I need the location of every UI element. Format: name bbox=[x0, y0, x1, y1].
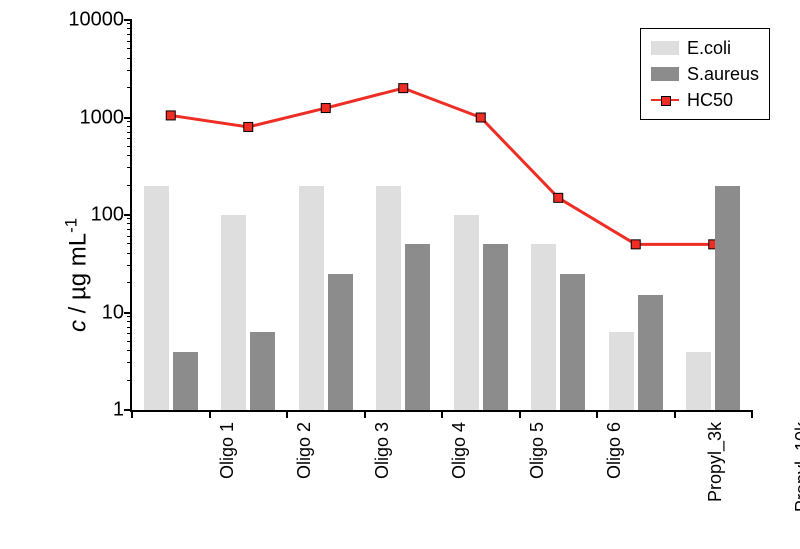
x-tick bbox=[286, 410, 288, 418]
hc50-marker bbox=[399, 84, 408, 93]
x-category-label: Oligo 6 bbox=[604, 422, 625, 479]
y-minor-tick bbox=[127, 23, 132, 24]
bar-saureus bbox=[173, 352, 198, 410]
bar-saureus bbox=[250, 332, 275, 410]
bar-saureus bbox=[715, 186, 740, 410]
y-minor-tick bbox=[127, 316, 132, 317]
x-category-label: Propyl_10k bbox=[792, 422, 800, 512]
y-minor-tick bbox=[127, 155, 132, 156]
hc50-marker bbox=[166, 111, 175, 120]
chart-container: c / µg mL-1 110100100010000 E.coliS.aure… bbox=[0, 0, 800, 549]
x-tick bbox=[596, 410, 598, 418]
x-category-label: Oligo 5 bbox=[527, 422, 548, 479]
legend-item-ecoli: E.coli bbox=[651, 35, 759, 61]
y-minor-tick bbox=[127, 321, 132, 322]
x-category-label: Propyl_3k bbox=[705, 422, 726, 502]
y-minor-tick bbox=[127, 243, 132, 244]
y-tick-label: 1 bbox=[113, 399, 132, 422]
y-minor-tick bbox=[127, 341, 132, 342]
legend-swatch bbox=[651, 41, 679, 55]
x-tick bbox=[209, 410, 211, 418]
y-minor-tick bbox=[127, 350, 132, 351]
y-tick-label: 1000 bbox=[80, 106, 133, 129]
legend-swatch bbox=[651, 67, 679, 81]
y-minor-tick bbox=[127, 138, 132, 139]
bar-ecoli bbox=[299, 186, 324, 410]
y-tick-label: 10000 bbox=[68, 9, 132, 32]
hc50-marker bbox=[476, 113, 485, 122]
bar-ecoli bbox=[376, 186, 401, 410]
legend-label: S.aureus bbox=[687, 64, 759, 85]
bar-saureus bbox=[405, 244, 430, 410]
x-tick bbox=[751, 410, 753, 418]
x-tick bbox=[674, 410, 676, 418]
y-minor-tick bbox=[127, 333, 132, 334]
hc50-line bbox=[171, 88, 714, 244]
y-minor-tick bbox=[127, 167, 132, 168]
bar-ecoli bbox=[454, 215, 479, 410]
y-minor-tick bbox=[127, 236, 132, 237]
hc50-marker bbox=[631, 240, 640, 249]
legend: E.coli S.aureus HC50 bbox=[640, 28, 770, 120]
hc50-marker bbox=[321, 104, 330, 113]
y-minor-tick bbox=[127, 380, 132, 381]
bar-saureus bbox=[328, 274, 353, 410]
y-minor-tick bbox=[127, 48, 132, 49]
bar-saureus bbox=[483, 244, 508, 410]
y-minor-tick bbox=[127, 28, 132, 29]
y-axis-label: c / µg mL-1 bbox=[62, 217, 93, 331]
legend-item-hc50: HC50 bbox=[651, 87, 759, 113]
y-minor-tick bbox=[127, 185, 132, 186]
y-minor-tick bbox=[127, 253, 132, 254]
x-tick bbox=[364, 410, 366, 418]
bar-saureus bbox=[560, 274, 585, 410]
legend-label: E.coli bbox=[687, 38, 731, 59]
y-minor-tick bbox=[127, 41, 132, 42]
y-minor-tick bbox=[127, 223, 132, 224]
y-minor-tick bbox=[127, 132, 132, 133]
y-minor-tick bbox=[127, 146, 132, 147]
y-minor-tick bbox=[127, 126, 132, 127]
y-minor-tick bbox=[127, 34, 132, 35]
y-minor-tick bbox=[127, 218, 132, 219]
bar-saureus bbox=[638, 295, 663, 410]
y-minor-tick bbox=[127, 362, 132, 363]
bar-ecoli bbox=[531, 244, 556, 410]
x-tick bbox=[131, 410, 133, 418]
hc50-marker bbox=[554, 193, 563, 202]
x-category-label: Oligo 3 bbox=[372, 422, 393, 479]
legend-line-swatch bbox=[651, 93, 679, 107]
y-minor-tick bbox=[127, 58, 132, 59]
x-category-label: Oligo 1 bbox=[217, 422, 238, 479]
y-minor-tick bbox=[127, 229, 132, 230]
legend-label: HC50 bbox=[687, 90, 733, 111]
bar-ecoli bbox=[609, 332, 634, 410]
bar-ecoli bbox=[221, 215, 246, 410]
bar-ecoli bbox=[686, 352, 711, 410]
y-minor-tick bbox=[127, 70, 132, 71]
y-minor-tick bbox=[127, 121, 132, 122]
bar-ecoli bbox=[144, 186, 169, 410]
y-minor-tick bbox=[127, 265, 132, 266]
y-tick-label: 100 bbox=[91, 204, 132, 227]
y-minor-tick bbox=[127, 327, 132, 328]
legend-item-saureus: S.aureus bbox=[651, 61, 759, 87]
x-tick bbox=[519, 410, 521, 418]
hc50-marker bbox=[244, 122, 253, 131]
y-minor-tick bbox=[127, 87, 132, 88]
y-minor-tick bbox=[127, 282, 132, 283]
x-tick bbox=[441, 410, 443, 418]
x-category-label: Oligo 4 bbox=[449, 422, 470, 479]
x-category-label: Oligo 2 bbox=[294, 422, 315, 479]
